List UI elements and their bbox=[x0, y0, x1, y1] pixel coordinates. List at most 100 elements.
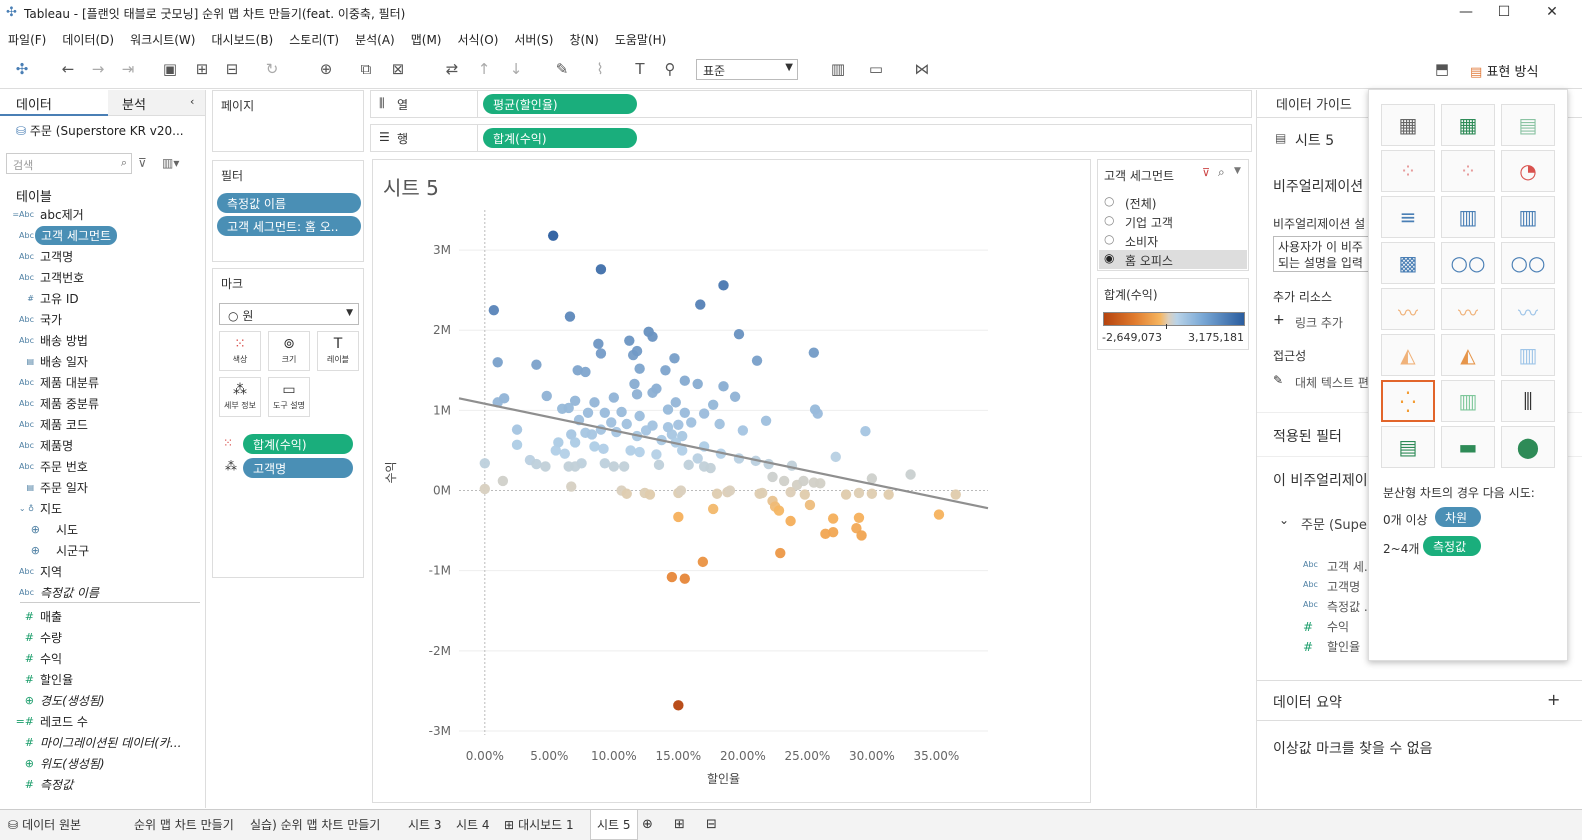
columns-pill[interactable]: 평균(할인율) bbox=[483, 94, 637, 114]
chart-type-thumbnail[interactable]: ◭ bbox=[1381, 334, 1435, 376]
chart-type-thumbnail[interactable]: ⫼ bbox=[1501, 380, 1555, 422]
scatter-point[interactable] bbox=[599, 458, 610, 469]
scatter-point[interactable] bbox=[853, 487, 865, 499]
filter-option[interactable]: ○ 기업 고객 bbox=[1099, 212, 1247, 231]
sheet-tab[interactable]: 순위 맵 차트 만들기 bbox=[134, 816, 234, 833]
scatter-point[interactable] bbox=[815, 478, 826, 489]
scatter-point[interactable] bbox=[798, 475, 809, 487]
scatter-point[interactable] bbox=[733, 329, 745, 340]
scatter-point[interactable] bbox=[827, 513, 839, 524]
alt-text-link[interactable]: 대체 텍스트 편 bbox=[1295, 376, 1369, 390]
scatter-point[interactable] bbox=[608, 461, 620, 472]
field-item[interactable]: ▤ 배송 일자 bbox=[0, 351, 205, 372]
pin-icon[interactable]: ⚲ bbox=[664, 60, 676, 78]
chart-type-thumbnail[interactable]: ○○ bbox=[1501, 242, 1555, 284]
scatter-point[interactable] bbox=[606, 417, 617, 428]
refresh-icon[interactable]: ↻ bbox=[265, 60, 279, 78]
scatter-point[interactable] bbox=[812, 408, 823, 419]
filter-option[interactable]: ◉ 홈 오피스 bbox=[1099, 250, 1247, 269]
scatter-point[interactable] bbox=[679, 573, 690, 584]
scatter-point[interactable] bbox=[599, 407, 610, 418]
scatter-point[interactable] bbox=[724, 485, 736, 496]
sheet-tab[interactable]: ⛁ 데이터 원본 bbox=[8, 816, 81, 833]
scatter-point[interactable] bbox=[707, 503, 719, 515]
chart-type-thumbnail[interactable]: ⁘ bbox=[1441, 150, 1495, 192]
field-item[interactable]: # 수익 bbox=[0, 648, 205, 669]
field-item[interactable]: Abc 제품 중분류 bbox=[0, 393, 205, 414]
detail-button[interactable]: ⁂ 세부 정보 bbox=[219, 377, 261, 417]
field-item[interactable]: Abc 제품 코드 bbox=[0, 414, 205, 435]
tab-analysis[interactable]: 분석 ‹ bbox=[108, 90, 205, 116]
scatter-point[interactable] bbox=[662, 404, 674, 415]
scatter-point[interactable] bbox=[679, 407, 690, 418]
menu-item[interactable]: 서버(S) bbox=[514, 32, 554, 47]
scatter-point[interactable] bbox=[566, 429, 577, 440]
collapse-icon[interactable]: ‹ bbox=[190, 95, 195, 108]
search-input[interactable]: 검색 ⌕ bbox=[6, 153, 132, 174]
scatter-point[interactable] bbox=[640, 425, 652, 436]
scatter-point[interactable] bbox=[566, 481, 577, 492]
chevron-down-icon[interactable]: ▼ bbox=[1234, 166, 1241, 176]
filters-card[interactable]: 필터 측정값 이름 고객 세그먼트: 홈 오.. bbox=[212, 160, 364, 262]
scatter-point[interactable] bbox=[666, 571, 678, 583]
scatter-point[interactable] bbox=[933, 509, 945, 520]
filter-pill-measure-names[interactable]: 측정값 이름 bbox=[217, 193, 361, 213]
scatter-point[interactable] bbox=[707, 399, 719, 410]
new-datasource-icon[interactable]: ⊞ bbox=[195, 60, 209, 78]
minimize-icon[interactable]: — bbox=[1459, 4, 1473, 20]
field-item[interactable]: ▤ 주문 일자 bbox=[0, 477, 205, 498]
field-item[interactable]: # 매출 bbox=[0, 606, 205, 627]
scatter-point[interactable] bbox=[692, 453, 703, 464]
scatter-point[interactable] bbox=[698, 408, 710, 419]
scatter-point[interactable] bbox=[711, 488, 723, 499]
new-story-icon[interactable]: ⊟ bbox=[706, 817, 717, 832]
scatter-point[interactable] bbox=[785, 486, 796, 498]
chart-type-thumbnail[interactable]: ▥ bbox=[1501, 334, 1555, 376]
label-icon[interactable]: T bbox=[635, 60, 645, 78]
add-link[interactable]: 링크 추가 bbox=[1295, 316, 1343, 330]
scatter-point[interactable] bbox=[820, 528, 831, 540]
scatter-point[interactable] bbox=[686, 417, 697, 428]
highlight-icon[interactable]: ✎ bbox=[555, 60, 569, 78]
scatter-point[interactable] bbox=[670, 397, 681, 408]
field-item[interactable]: # 마이그레이션된 데이터(카... bbox=[0, 732, 205, 753]
chart-type-thumbnail[interactable]: ≡ bbox=[1381, 196, 1435, 238]
field-item[interactable]: Abc 국가 bbox=[0, 309, 205, 330]
chart-type-thumbnail[interactable]: ⬤ bbox=[1501, 426, 1555, 468]
scatter-point[interactable] bbox=[621, 418, 632, 430]
scatter-point[interactable] bbox=[531, 458, 542, 470]
replay-icon[interactable]: ⇥ bbox=[121, 60, 135, 78]
scatter-point[interactable] bbox=[673, 511, 684, 523]
scatter-point[interactable] bbox=[856, 530, 867, 541]
scatter-point[interactable] bbox=[541, 390, 552, 402]
scatter-point[interactable] bbox=[677, 445, 688, 456]
scatter-point[interactable] bbox=[705, 462, 716, 474]
scatter-point[interactable] bbox=[799, 489, 810, 500]
scatter-point[interactable] bbox=[804, 499, 816, 511]
sheet-tab[interactable]: 시트 5 bbox=[590, 810, 638, 840]
scatter-point[interactable] bbox=[595, 348, 607, 359]
scatter-point[interactable] bbox=[778, 475, 790, 487]
plus-icon[interactable]: + bbox=[1547, 690, 1561, 709]
scatter-point[interactable] bbox=[666, 429, 678, 440]
scatter-point[interactable] bbox=[492, 357, 503, 368]
chart-type-thumbnail[interactable]: ▦ bbox=[1441, 104, 1495, 146]
scatter-point[interactable] bbox=[767, 471, 778, 483]
scatter-point[interactable] bbox=[624, 335, 635, 346]
mark-pill-customer[interactable]: 고객명 bbox=[243, 458, 353, 478]
pages-card[interactable]: 페이지 bbox=[212, 90, 364, 152]
scatter-point[interactable] bbox=[718, 381, 729, 392]
label-button[interactable]: T 레이블 bbox=[317, 331, 359, 371]
scatter-point[interactable] bbox=[697, 556, 709, 568]
field-item[interactable]: ⌄ ♁ 지도 bbox=[0, 498, 205, 519]
scatter-point[interactable] bbox=[830, 451, 841, 463]
scatter-point[interactable] bbox=[618, 461, 630, 472]
menu-item[interactable]: 대시보드(B) bbox=[211, 32, 274, 47]
columns-shelf[interactable]: ⫼ 열 평균(할인율) bbox=[370, 90, 1252, 118]
sheet-tab[interactable]: 시트 4 bbox=[456, 816, 490, 833]
chart-type-thumbnail[interactable]: ▤ bbox=[1501, 104, 1555, 146]
chart-type-thumbnail[interactable]: ◔ bbox=[1501, 150, 1555, 192]
scatter-point[interactable] bbox=[593, 338, 604, 350]
scatter-point[interactable] bbox=[866, 473, 878, 484]
clear-filter-icon[interactable]: ⊽ bbox=[1202, 166, 1211, 179]
